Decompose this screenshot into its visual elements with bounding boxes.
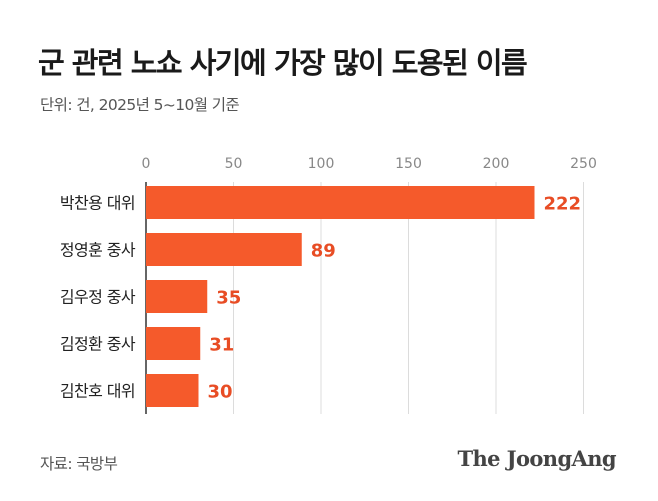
source-note: 자료: 국방부	[40, 455, 118, 473]
bar	[146, 233, 302, 266]
x-tick-label: 150	[395, 156, 422, 172]
chart-subtitle: 단위: 건, 2025년 5~10월 기준	[40, 96, 240, 114]
category-label: 김우정 중사	[60, 288, 136, 307]
data-label: 89	[311, 241, 336, 262]
category-label: 박찬용 대위	[60, 194, 135, 213]
data-label: 30	[208, 382, 233, 403]
category-label: 김정환 중사	[60, 335, 136, 354]
x-tick-label: 200	[483, 156, 510, 172]
chart-title: 군 관련 노쇼 사기에 가장 많이 도용된 이름	[38, 46, 528, 80]
x-tick-label: 0	[142, 156, 151, 172]
bar	[146, 327, 201, 360]
bar	[146, 280, 208, 313]
category-label: 김찬호 대위	[60, 382, 135, 401]
data-label: 35	[216, 288, 241, 309]
bar	[146, 186, 535, 219]
data-label: 222	[544, 194, 582, 215]
category-label: 정영훈 중사	[60, 241, 136, 260]
x-tick-label: 50	[225, 156, 243, 172]
brand-logo: The JoongAng	[457, 446, 616, 471]
bar-chart: 0 50 100 150 200 250 박찬용 대위 222 정영훈 중사 89 김우정 중사 35…	[60, 156, 597, 414]
x-tick-label: 100	[308, 156, 335, 172]
data-label: 31	[209, 335, 234, 356]
bar	[146, 374, 199, 407]
x-tick-label: 250	[570, 156, 597, 172]
